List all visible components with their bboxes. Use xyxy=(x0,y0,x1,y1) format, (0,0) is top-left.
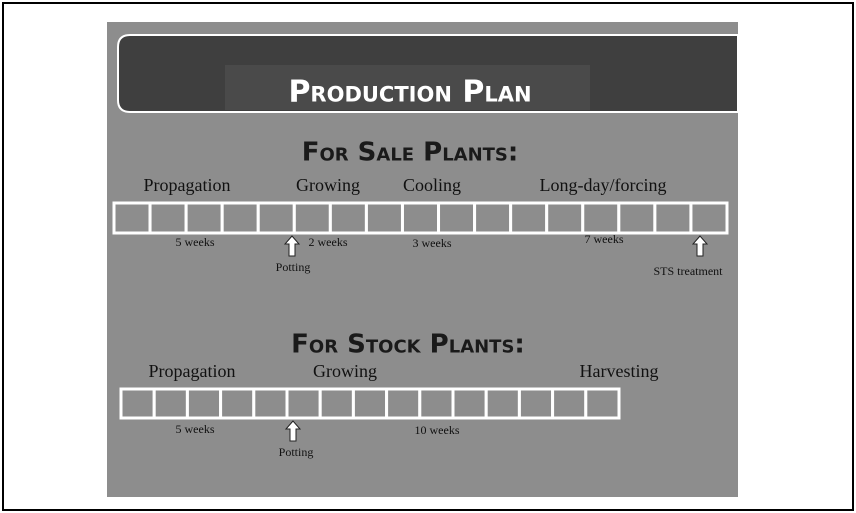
event-label: Potting xyxy=(276,260,311,274)
week-box xyxy=(418,387,455,420)
arrow xyxy=(284,420,302,442)
week-box xyxy=(509,201,549,235)
slide-title: Production Plan xyxy=(288,75,531,110)
week-box xyxy=(220,201,260,235)
week-box xyxy=(551,387,588,420)
week-box xyxy=(285,387,322,420)
week-box xyxy=(400,201,441,235)
week-box xyxy=(256,201,296,235)
week-box xyxy=(292,201,332,235)
phase-label: Harvesting xyxy=(580,361,659,381)
duration-label: 7 weeks xyxy=(585,232,624,246)
week-box xyxy=(473,201,513,235)
week-box xyxy=(364,201,404,235)
week-box xyxy=(252,387,289,420)
event-label: Potting xyxy=(279,445,314,459)
week-box xyxy=(184,201,224,235)
week-box xyxy=(584,387,621,420)
event-label: STS treatment xyxy=(654,264,724,278)
arrow xyxy=(691,235,709,257)
week-box xyxy=(351,387,389,420)
week-box xyxy=(112,201,152,235)
arrow xyxy=(283,235,301,257)
week-box xyxy=(185,387,223,420)
title-band xyxy=(225,65,590,110)
week-box xyxy=(328,201,368,235)
week-row xyxy=(119,387,621,420)
section-heading: For Sale Plants: xyxy=(302,138,519,168)
duration-label: 3 weeks xyxy=(413,236,452,250)
week-box xyxy=(385,387,422,420)
phase-label: Propagation xyxy=(149,361,236,381)
week-box xyxy=(517,387,555,420)
week-row xyxy=(112,201,729,235)
week-box xyxy=(689,201,729,235)
phase-label: Long-day/forcing xyxy=(540,175,667,195)
week-box xyxy=(318,387,355,420)
week-box xyxy=(152,387,189,420)
week-box xyxy=(545,201,585,235)
week-box xyxy=(653,201,693,235)
duration-label: 5 weeks xyxy=(176,235,215,249)
week-box xyxy=(581,201,621,235)
week-box xyxy=(148,201,188,235)
week-box xyxy=(484,387,521,420)
phase-label: Propagation xyxy=(144,175,231,195)
section-heading: For Stock Plants: xyxy=(291,330,525,360)
week-box xyxy=(219,387,256,420)
week-box xyxy=(617,201,657,235)
week-box xyxy=(119,387,156,420)
duration-label: 5 weeks xyxy=(176,422,215,436)
duration-label: 2 weeks xyxy=(309,235,348,249)
phase-label: Growing xyxy=(296,175,360,195)
duration-label: 10 weeks xyxy=(415,423,460,437)
phase-label: Growing xyxy=(313,361,377,381)
week-box xyxy=(451,387,488,420)
phase-label: Cooling xyxy=(403,175,461,195)
week-box xyxy=(437,201,477,235)
